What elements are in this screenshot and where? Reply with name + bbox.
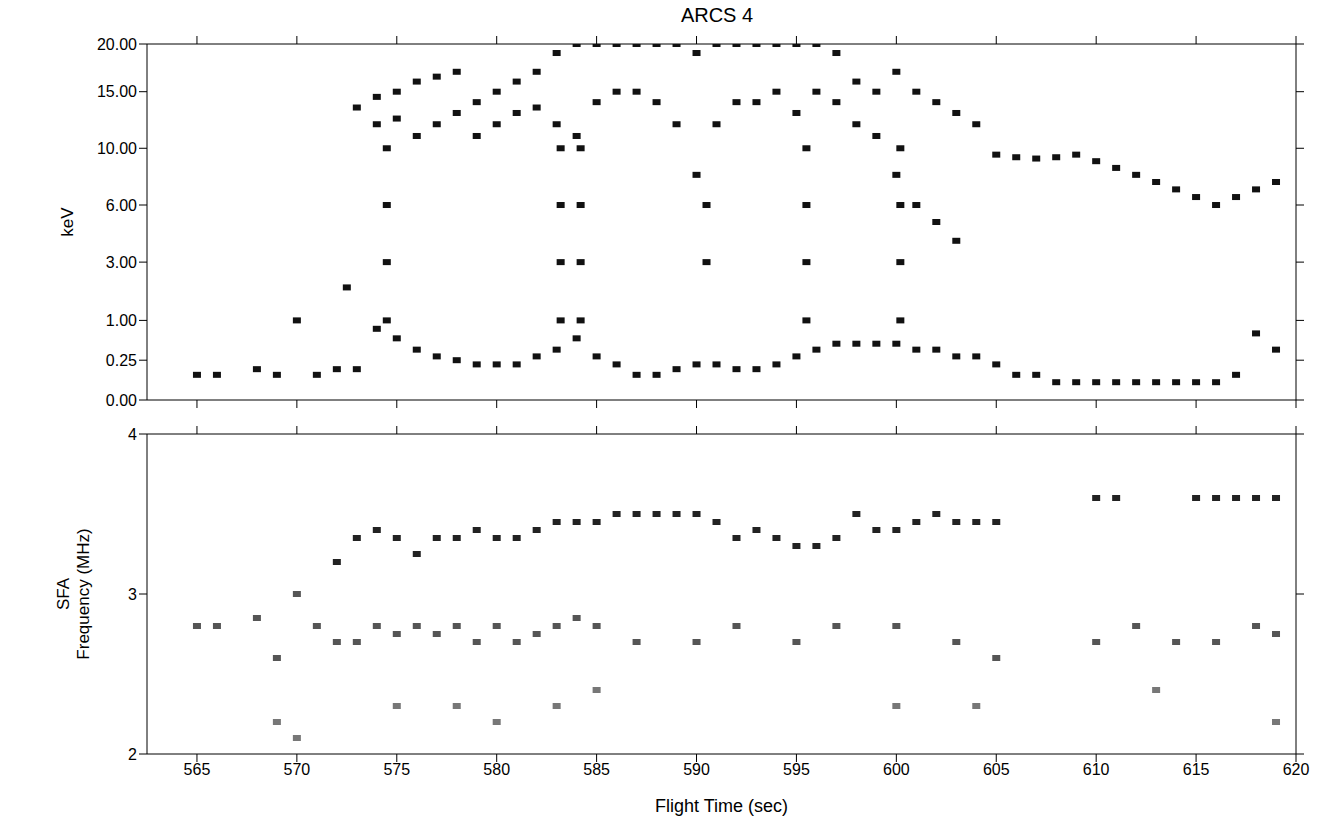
svg-text:575: 575 bbox=[383, 761, 410, 778]
svg-text:590: 590 bbox=[683, 761, 710, 778]
svg-text:3: 3 bbox=[128, 586, 137, 603]
svg-text:keV: keV bbox=[58, 207, 77, 237]
svg-text:1.00: 1.00 bbox=[106, 312, 137, 329]
svg-text:620: 620 bbox=[1283, 761, 1310, 778]
svg-text:615: 615 bbox=[1183, 761, 1210, 778]
svg-text:20.00: 20.00 bbox=[97, 36, 137, 53]
svg-text:585: 585 bbox=[583, 761, 610, 778]
svg-text:0.25: 0.25 bbox=[106, 352, 137, 369]
svg-text:SFAFrequency (MHz): SFAFrequency (MHz) bbox=[54, 528, 93, 659]
svg-text:570: 570 bbox=[284, 761, 311, 778]
svg-text:580: 580 bbox=[483, 761, 510, 778]
html-text:ARCS 4: ARCS 4 bbox=[680, 4, 754, 26]
svg-text:605: 605 bbox=[983, 761, 1010, 778]
svg-text:565: 565 bbox=[184, 761, 211, 778]
svg-text:3.00: 3.00 bbox=[106, 254, 137, 271]
svg-text:600: 600 bbox=[883, 761, 910, 778]
svg-text:4: 4 bbox=[128, 426, 137, 443]
svg-text:610: 610 bbox=[1083, 761, 1110, 778]
svg-text:10.00: 10.00 bbox=[97, 140, 137, 157]
svg-text:15.00: 15.00 bbox=[97, 83, 137, 100]
svg-text:0.00: 0.00 bbox=[106, 392, 137, 409]
svg-text:595: 595 bbox=[783, 761, 810, 778]
svg-text:6.00: 6.00 bbox=[106, 197, 137, 214]
svg-text:Flight Time (sec): Flight Time (sec) bbox=[655, 796, 788, 816]
svg-text:2: 2 bbox=[128, 746, 137, 763]
